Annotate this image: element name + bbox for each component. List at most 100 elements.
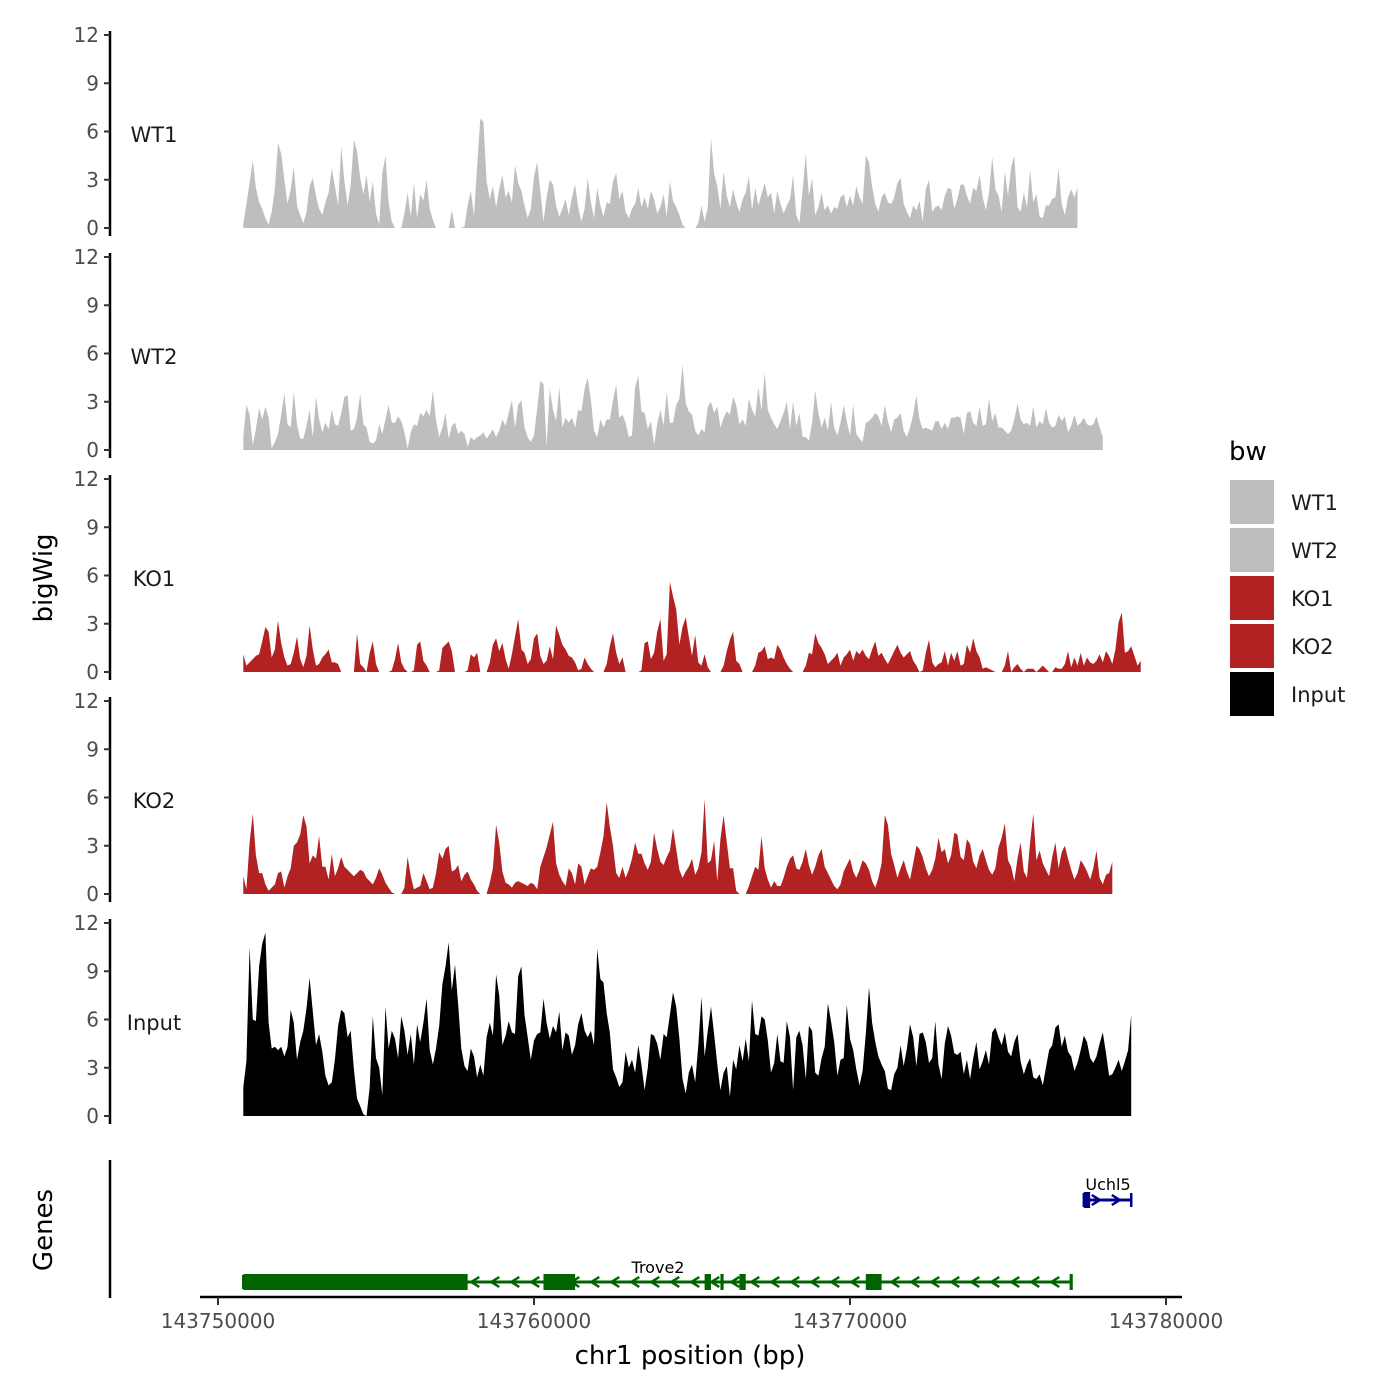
strand-arrow-icon <box>648 1275 660 1289</box>
strand-arrow-icon <box>928 1275 940 1289</box>
legend-swatch-input <box>1230 672 1274 716</box>
strand-arrow-icon <box>788 1275 800 1289</box>
y-tick-label: 6 <box>86 564 99 588</box>
legend: bw WT1 WT2 KO1 KO2 Input <box>1229 437 1345 716</box>
strand-arrow-icon <box>908 1275 920 1289</box>
track-ko2: 0 3 6 9 12 KO2 <box>74 689 1113 906</box>
y-tick-label: 12 <box>74 689 99 713</box>
strand-arrow-icon <box>688 1275 700 1289</box>
legend-label-wt1: WT1 <box>1291 491 1338 515</box>
strand-arrow-icon <box>848 1275 860 1289</box>
gene-uchl5: Uchl5 <box>1082 1175 1133 1208</box>
y-tick-label: 9 <box>86 71 99 95</box>
y-tick-label: 3 <box>86 834 99 858</box>
x-axis: 143750000 143760000 143770000 143780000 <box>161 1295 1224 1333</box>
x-tick-label: 143760000 <box>477 1309 592 1333</box>
exon-block <box>243 1274 468 1290</box>
gene-name-label: Uchl5 <box>1085 1175 1130 1194</box>
track-name-label: WT2 <box>131 345 178 369</box>
strand-arrow-icon <box>808 1275 820 1289</box>
strand-arrow-icon <box>668 1275 680 1289</box>
legend-swatch-wt1 <box>1230 480 1274 524</box>
strand-arrow-icon <box>888 1275 900 1289</box>
strand-arrow-icon <box>528 1275 540 1289</box>
track-input: 0 3 6 9 12 Input <box>74 911 1132 1128</box>
y-tick-label: 12 <box>74 467 99 491</box>
strand-arrow-icon <box>1008 1275 1020 1289</box>
strand-arrow-icon <box>968 1275 980 1289</box>
x-tick-label: 143750000 <box>161 1309 276 1333</box>
bigwig-tracks: 0 3 6 9 12 WT1 0 3 6 9 12 WT2 0 3 6 9 12 KO1 0 3 6 9 12 KO2 0 3 6 9… <box>74 23 1141 1128</box>
strand-arrow-icon <box>1111 1193 1123 1207</box>
signal-area-input <box>243 932 1132 1116</box>
strand-arrow-icon <box>488 1275 500 1289</box>
x-tick-label: 143770000 <box>793 1309 908 1333</box>
exon-block <box>543 1274 576 1290</box>
legend-swatch-ko1 <box>1230 576 1274 620</box>
strand-arrow-icon <box>828 1275 840 1289</box>
y-tick-label: 9 <box>86 737 99 761</box>
y-tick-label: 6 <box>86 342 99 366</box>
strand-arrow-icon <box>1091 1193 1103 1207</box>
y-axis-title: bigWig <box>29 533 59 622</box>
gene-panel: Uchl5 Trove2 <box>108 1160 1133 1298</box>
y-tick-label: 0 <box>86 882 99 906</box>
strand-arrow-icon <box>608 1275 620 1289</box>
signal-area-ko1 <box>243 581 1141 672</box>
gene-name-label: Trove2 <box>631 1258 685 1277</box>
track-name-label: WT1 <box>131 123 178 147</box>
legend-label-input: Input <box>1291 683 1345 707</box>
signal-area-ko2 <box>243 799 1113 894</box>
x-tick-label: 143780000 <box>1109 1309 1224 1333</box>
legend-swatch-ko2 <box>1230 624 1274 668</box>
strand-arrow-icon <box>768 1275 780 1289</box>
strand-arrow-icon <box>988 1275 1000 1289</box>
y-tick-label: 0 <box>86 438 99 462</box>
y-tick-label: 12 <box>74 911 99 935</box>
y-tick-label: 9 <box>86 515 99 539</box>
track-ko1: 0 3 6 9 12 KO1 <box>74 467 1141 684</box>
y-tick-label: 0 <box>86 216 99 240</box>
y-tick-label: 12 <box>74 245 99 269</box>
gene-panel-title: Genes <box>29 1189 59 1271</box>
track-wt2: 0 3 6 9 12 WT2 <box>74 245 1103 462</box>
exon-block <box>1083 1192 1091 1208</box>
y-tick-label: 0 <box>86 1104 99 1128</box>
strand-arrow-icon <box>1048 1275 1060 1289</box>
y-tick-label: 0 <box>86 660 99 684</box>
y-tick-label: 6 <box>86 120 99 144</box>
strand-arrow-icon <box>508 1275 520 1289</box>
exon-block <box>704 1274 711 1290</box>
y-tick-label: 3 <box>86 168 99 192</box>
track-name-label: Input <box>127 1011 181 1035</box>
legend-label-wt2: WT2 <box>1291 539 1338 563</box>
y-tick-label: 3 <box>86 1056 99 1080</box>
exon-block <box>865 1274 882 1290</box>
legend-swatch-wt2 <box>1230 528 1274 572</box>
exon-block <box>739 1274 746 1290</box>
strand-arrow-icon <box>628 1275 640 1289</box>
y-tick-label: 3 <box>86 612 99 636</box>
signal-area-wt2 <box>243 364 1103 450</box>
y-tick-label: 3 <box>86 390 99 414</box>
legend-label-ko1: KO1 <box>1291 587 1334 611</box>
track-name-label: KO1 <box>133 567 176 591</box>
track-name-label: KO2 <box>133 789 176 813</box>
legend-label-ko2: KO2 <box>1291 635 1334 659</box>
strand-arrow-icon <box>588 1275 600 1289</box>
strand-arrow-icon <box>1028 1275 1040 1289</box>
x-axis-title: chr1 position (bp) <box>575 1341 806 1371</box>
strand-arrow-icon <box>948 1275 960 1289</box>
gene-trove2: Trove2 <box>242 1258 1073 1290</box>
exon-block <box>1069 1274 1073 1290</box>
strand-arrow-icon <box>728 1275 740 1289</box>
track-wt1: 0 3 6 9 12 WT1 <box>74 23 1078 240</box>
y-tick-label: 12 <box>74 23 99 47</box>
y-tick-label: 9 <box>86 959 99 983</box>
legend-title: bw <box>1229 437 1267 467</box>
y-tick-label: 9 <box>86 293 99 317</box>
y-tick-label: 6 <box>86 1008 99 1032</box>
strand-arrow-icon <box>748 1275 760 1289</box>
y-tick-label: 6 <box>86 786 99 810</box>
